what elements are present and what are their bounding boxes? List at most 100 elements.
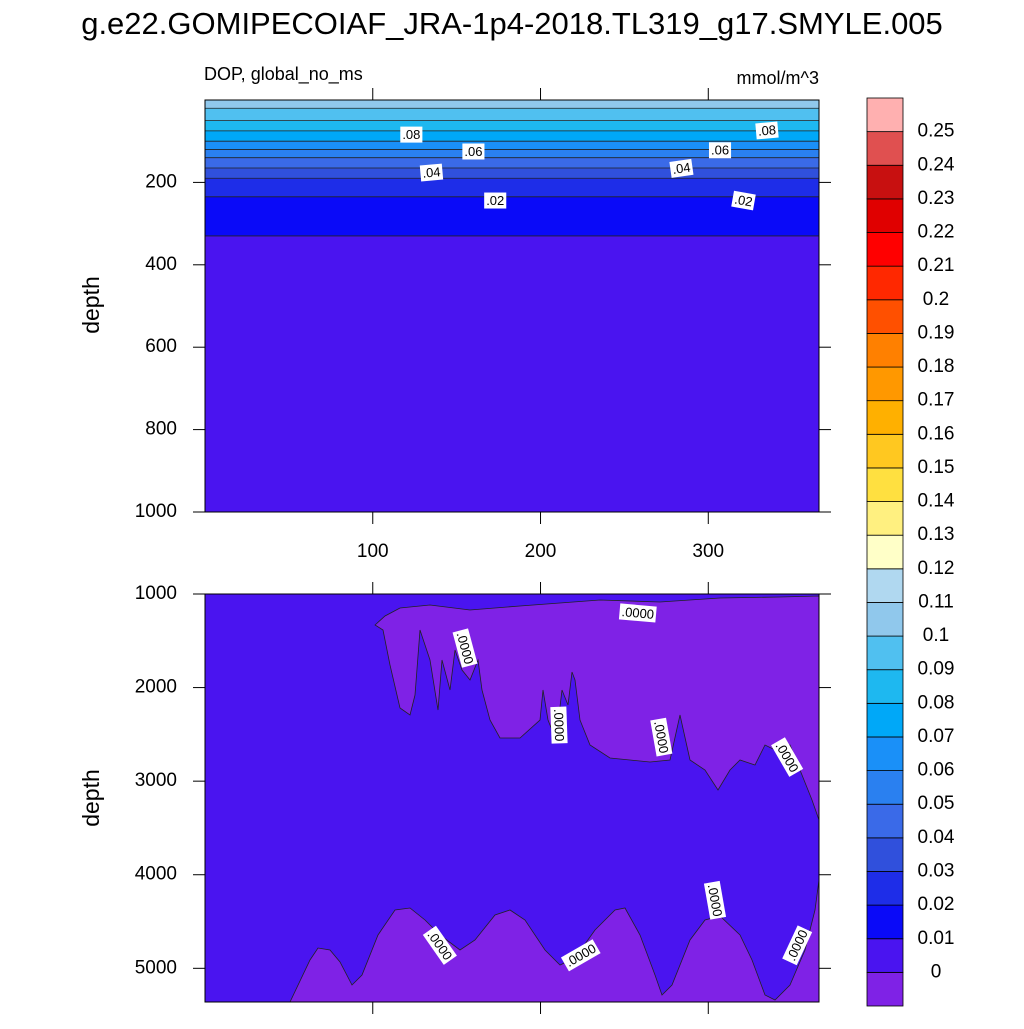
colorbar-label: 0.08 [918,692,955,713]
contour-label-box [400,126,423,143]
colorbar-box [866,871,904,906]
colorbar-label: 0.16 [918,423,955,444]
colorbar-label: 0.21 [918,255,955,276]
subtitle-right: mmol/m^3 [737,68,819,88]
colorbar-box [866,938,904,973]
panel-top: .08 .06 .04 .02 .08 .06 .04 .02 200 400 600 800 1000… [135,88,831,562]
contour-label: .06 [708,142,732,159]
x-tick-label: 200 [525,541,557,562]
colorbar-box [866,702,904,738]
contour-label-box [669,158,694,178]
contour-label-text: .08 [402,127,420,142]
contour-label-box [755,121,779,140]
contour-label: .04 [669,158,694,178]
contour-label-box [560,939,601,972]
colorbar-label: 0.18 [918,356,955,377]
colorbar-box [866,568,904,603]
panel-bottom: .0000.0000.0000.0000.0000.0000.0000.0000… [135,582,831,1014]
colorbar-label: 0 [931,961,942,982]
colorbar-label: 0.25 [918,121,955,142]
plot-frame [204,593,820,1003]
contour-label-text: .0000 [621,604,655,622]
colorbar-box [866,971,904,1007]
colorbar-label: 0.06 [918,760,955,781]
y-tick-label: 3000 [135,770,177,791]
contour-label-box [550,706,568,744]
colorbar-label: 0.04 [918,827,955,848]
plot-frame [204,99,820,513]
colorbar-label: 0.01 [918,928,955,949]
contour-label-text: .0000 [551,709,567,742]
y-tick-label: 5000 [135,957,177,978]
colorbar: 0 0.01 0.02 0.03 0.04 0.05 0.06 0.07 0.08 0.09 0.1… [866,97,955,1007]
colorbar-box [866,299,904,334]
colorbar-label: 0.09 [918,659,955,680]
colorbar-box [866,501,904,536]
y-tick-label: 600 [145,336,177,357]
colorbar-label: 0.1 [923,625,949,646]
colorbar-box [866,803,904,839]
colorbar-box [866,131,904,166]
colorbar-label: 0.02 [918,894,955,915]
colorbar-box [866,770,904,805]
colorbar-box [866,198,904,233]
colorbar-label: 0.14 [918,491,955,512]
contour-label-box [782,925,813,966]
y-tick-label: 4000 [135,864,177,885]
colorbar-box [866,904,904,940]
contour-label: .0000 [703,880,727,920]
contour-label: .06 [462,143,485,160]
contour-label-box [422,925,457,965]
colorbar-label: 0.24 [918,154,955,175]
contour-label: .04 [419,163,444,182]
contour-label: .0000 [618,603,657,623]
y-tick-label: 200 [145,171,177,192]
contour-label-box [452,628,478,668]
subtitle-left: DOP, global_no_ms [204,64,363,85]
colorbar-label: 0.2 [923,289,949,310]
contour-label: .02 [484,192,507,209]
negative-region [374,595,819,821]
colorbar-box [866,366,904,402]
colorbar-label: 0.12 [918,558,955,579]
contour-label: .08 [400,126,423,143]
contour-fill [205,235,819,512]
colorbar-box [866,736,904,771]
contour-label-text: .06 [464,144,482,159]
contour-label-text: .02 [733,192,753,210]
colorbar-label: 0.11 [918,591,954,612]
colorbar-box [866,232,904,267]
colorbar-box [866,164,904,200]
contour-label-box [703,880,727,920]
colorbar-box [866,534,904,570]
colorbar-box [866,602,904,637]
colorbar-label: 0.17 [918,390,955,411]
contour-label-text: .04 [422,164,441,181]
contour-label: .02 [731,190,756,211]
colorbar-label: 0.05 [918,793,955,814]
contour-label: .0000 [650,717,673,757]
colorbar-box [866,265,904,301]
colorbar-box [866,433,904,469]
contour-label-box [462,143,485,160]
colorbar-box [866,669,904,704]
contour-label-text: .04 [671,160,691,177]
colorbar-label: 0.15 [918,457,955,478]
colorbar-label: 0.07 [918,726,955,747]
x-tick-label: 300 [692,541,724,562]
contour-label-box [731,190,756,211]
y-axis-label: depth [78,769,104,827]
x-tick-label: 100 [357,541,389,562]
y-tick-label: 400 [145,254,177,275]
contour-label-box [484,192,507,209]
contour-label-text: .0000 [651,720,671,755]
contour-label: .08 [755,121,779,140]
contour-label-box [650,717,673,757]
contour-label-text: .06 [711,143,729,158]
colorbar-label: 0.03 [918,860,955,881]
contour-label-text: .0000 [705,883,725,918]
y-tick-label: 2000 [135,677,177,698]
colorbar-label: 0.22 [918,222,955,243]
y-axis-label: depth [78,276,104,334]
